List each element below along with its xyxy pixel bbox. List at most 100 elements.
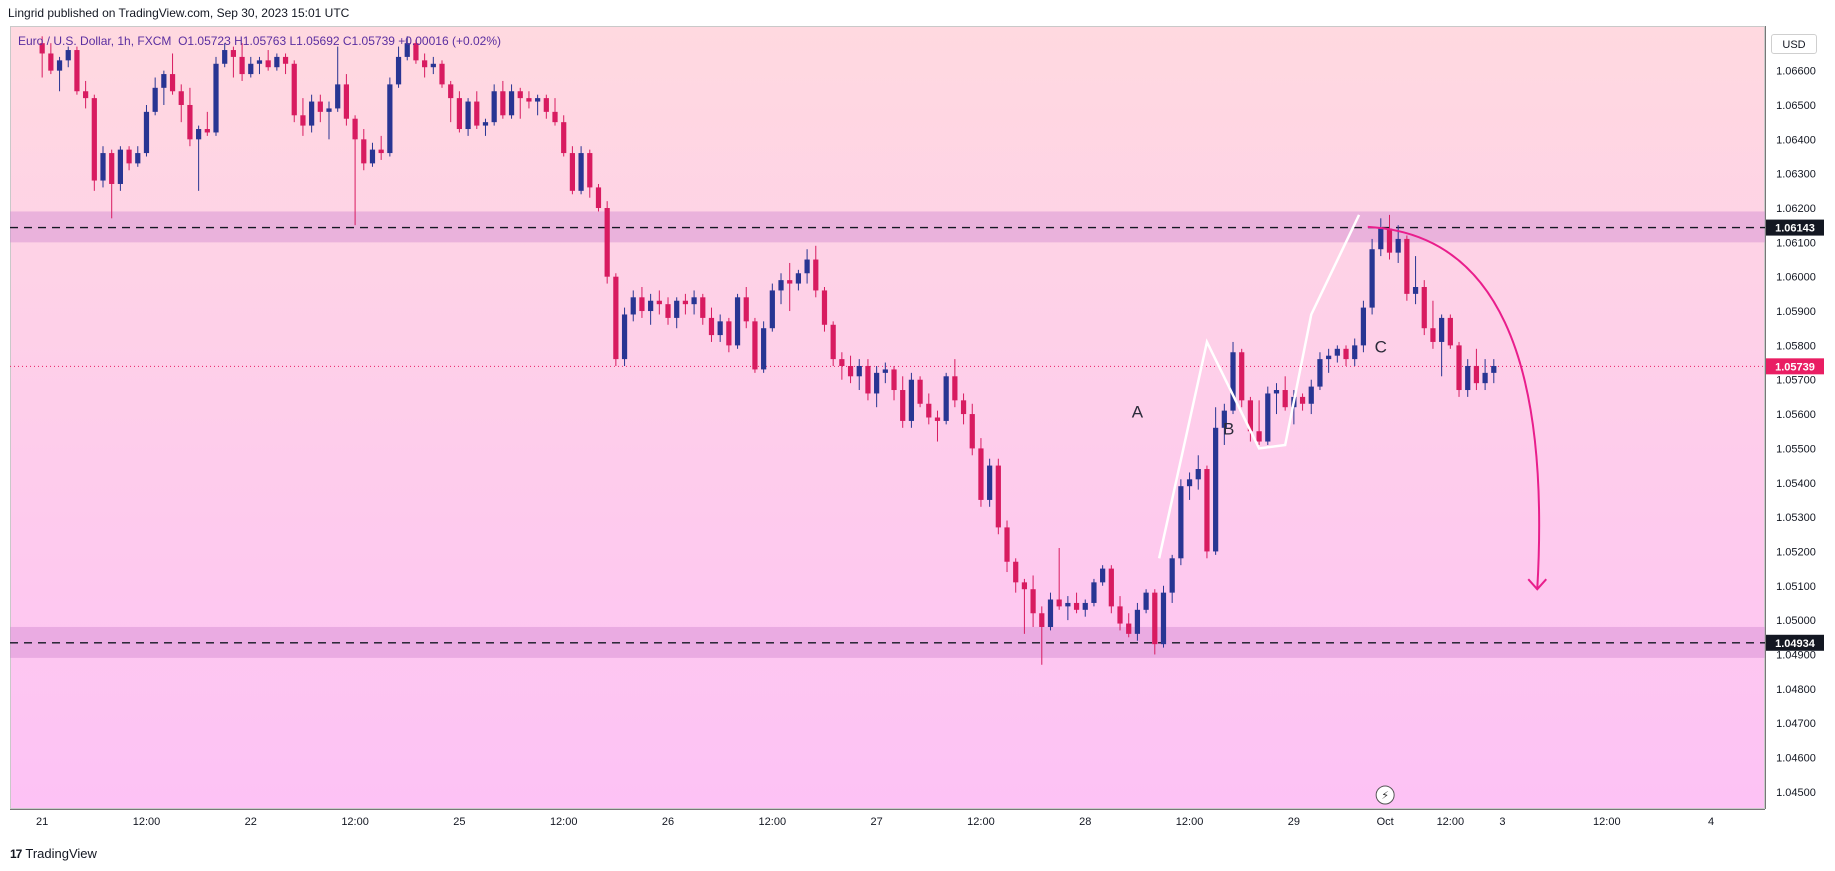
candle-body — [813, 259, 819, 291]
candle-body — [934, 417, 941, 421]
candle-body — [1404, 238, 1410, 294]
price-tick-label: 1.05600 — [1776, 409, 1816, 421]
candle-body — [1334, 348, 1340, 356]
candle-body — [65, 50, 71, 61]
candle-body — [1256, 431, 1262, 442]
candle — [1143, 589, 1149, 614]
candle — [178, 84, 184, 123]
candle — [1100, 565, 1106, 586]
time-tick-label: 25 — [453, 816, 465, 828]
candle — [1360, 300, 1367, 353]
published-header: Lingrid published on TradingView.com, Se… — [8, 6, 350, 20]
time-tick-label: 26 — [662, 816, 674, 828]
candle-body — [952, 376, 958, 401]
symbol-info: Euro / U.S. Dollar, 1h, FXCM O1.05723 H1… — [18, 34, 501, 48]
candle-body — [361, 139, 367, 164]
price-tick-label: 1.04700 — [1776, 718, 1816, 730]
price-tick-label: 1.06500 — [1776, 100, 1816, 112]
candle-body — [900, 390, 906, 421]
wave-label-c: C — [1375, 337, 1387, 356]
candle-body — [1352, 345, 1358, 360]
candle-body — [309, 101, 315, 126]
candle-body — [1030, 589, 1036, 614]
candle — [187, 87, 193, 147]
candle — [682, 293, 689, 315]
candle-body — [491, 91, 497, 123]
candle — [256, 56, 263, 75]
price-tick-label: 1.05100 — [1776, 581, 1816, 593]
candle — [326, 101, 332, 140]
candle — [317, 94, 323, 123]
candle-body — [847, 365, 854, 377]
candle — [230, 46, 237, 78]
time-tick-label: 21 — [36, 816, 48, 828]
projection-arrow — [1367, 225, 1541, 590]
candle-body — [1439, 317, 1445, 342]
candle — [169, 53, 176, 95]
candle-body — [143, 111, 150, 154]
candle — [1265, 386, 1271, 445]
chart-area[interactable] — [10, 26, 1765, 809]
candle — [561, 115, 567, 157]
candle-body — [865, 365, 871, 394]
candle — [1256, 400, 1262, 445]
candle — [1204, 465, 1210, 559]
candle — [700, 293, 706, 325]
candle-body — [204, 129, 210, 133]
candle — [439, 60, 445, 88]
candle-body — [787, 280, 793, 284]
candle — [413, 39, 419, 64]
time-axis[interactable] — [10, 809, 1765, 834]
candle — [1326, 348, 1332, 373]
candle-body — [500, 91, 506, 116]
candle — [969, 403, 975, 456]
candle-body — [83, 91, 89, 99]
candle — [56, 56, 63, 92]
candle — [474, 91, 480, 130]
candle-body — [395, 56, 402, 85]
candle-body — [1091, 582, 1097, 603]
candle-body — [1195, 469, 1201, 480]
projection-arrowhead — [1527, 578, 1548, 591]
candle-body — [1100, 568, 1106, 583]
candle-body — [1056, 599, 1062, 607]
candle-body — [508, 91, 515, 116]
candle-body — [196, 129, 202, 140]
candle — [1247, 396, 1254, 442]
candle-body — [908, 379, 915, 421]
candle-body — [1465, 365, 1471, 391]
candle-body — [804, 259, 810, 274]
candle — [1230, 341, 1236, 415]
candle-body — [1282, 390, 1288, 408]
candle-body — [752, 321, 758, 370]
candle — [960, 393, 967, 425]
wave-label-a: A — [1132, 403, 1144, 422]
candle-body — [1482, 372, 1488, 384]
price-tick-label: 1.04500 — [1776, 787, 1816, 799]
candle-body — [256, 60, 263, 64]
price-tick-label: 1.05800 — [1776, 340, 1816, 352]
candle-body — [552, 111, 558, 123]
candle-body — [1186, 479, 1193, 487]
candle-body — [378, 149, 384, 154]
candle — [1126, 613, 1132, 638]
candle — [1430, 300, 1436, 349]
candle — [821, 287, 828, 332]
support-price-badge: 1.04934 — [1775, 638, 1816, 650]
last-price-badge: 1.05739 — [1775, 361, 1815, 373]
candle-body — [352, 118, 358, 140]
footer-brand[interactable]: 17 TradingView — [10, 846, 97, 861]
candle — [587, 149, 593, 198]
candle-body — [613, 276, 619, 360]
candle — [465, 98, 471, 136]
currency-button[interactable]: USD — [1771, 34, 1817, 54]
candle — [500, 80, 506, 119]
candle-body — [39, 43, 45, 54]
candle-body — [535, 98, 541, 102]
candle-body — [335, 84, 341, 109]
price-axis[interactable] — [1765, 26, 1825, 809]
candle-body — [691, 297, 697, 305]
candle — [1456, 341, 1462, 397]
candle-body — [639, 297, 645, 312]
